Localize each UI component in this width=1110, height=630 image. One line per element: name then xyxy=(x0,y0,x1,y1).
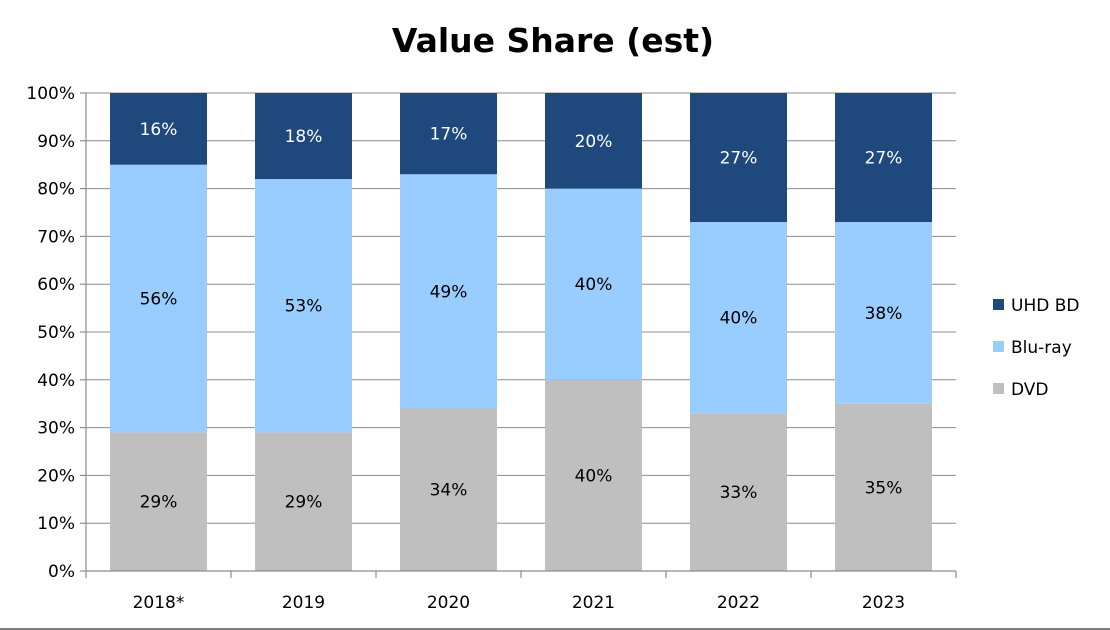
bar-blu-ray-2022 xyxy=(690,222,787,414)
y-tick-label: 10% xyxy=(37,514,75,534)
data-label-dvd: 29% xyxy=(285,493,323,513)
legend-label-blu-ray: Blu-ray xyxy=(1011,338,1072,358)
legend-label-uhd-bd: UHD BD xyxy=(1011,296,1079,316)
legend-swatch-uhd-bd xyxy=(993,299,1004,310)
x-tick-label: 2023 xyxy=(862,593,905,613)
legend-swatch-dvd xyxy=(993,383,1004,394)
y-tick-label: 90% xyxy=(37,132,75,152)
bar-uhd-bd-2022 xyxy=(690,93,787,223)
chart-title: Value Share (est) xyxy=(392,21,714,60)
data-label-blu-ray: 40% xyxy=(720,309,758,329)
y-tick-label: 100% xyxy=(26,84,75,104)
bar-blu-ray-2018 xyxy=(110,164,207,433)
legend: UHD BD Blu-ray DVD xyxy=(993,296,1079,400)
data-label-dvd: 40% xyxy=(575,466,613,486)
bars xyxy=(110,93,932,571)
x-tick-label: 2018* xyxy=(133,593,185,613)
data-label-blu-ray: 38% xyxy=(865,304,903,324)
data-label-uhd-bd: 27% xyxy=(720,149,758,169)
bar-dvd-2021 xyxy=(545,379,642,571)
y-tick-label: 60% xyxy=(37,275,75,295)
bar-dvd-2020 xyxy=(400,408,497,571)
x-tick-label: 2020 xyxy=(427,593,470,613)
bar-uhd-bd-2021 xyxy=(545,93,642,189)
data-label-dvd: 34% xyxy=(430,481,468,501)
bottom-rule xyxy=(0,628,1110,630)
x-tick-label: 2021 xyxy=(572,593,615,613)
y-tick-label: 70% xyxy=(37,227,75,247)
bar-blu-ray-2020 xyxy=(400,174,497,409)
data-label-blu-ray: 53% xyxy=(285,297,323,317)
y-tick-label: 20% xyxy=(37,466,75,486)
legend-label-dvd: DVD xyxy=(1011,380,1049,400)
bar-uhd-bd-2019 xyxy=(255,93,352,180)
data-label-uhd-bd: 18% xyxy=(285,127,323,147)
y-tick-label: 50% xyxy=(37,323,75,343)
data-label-blu-ray: 40% xyxy=(575,275,613,295)
y-tick-label: 0% xyxy=(48,562,75,582)
bar-dvd-2022 xyxy=(690,413,787,571)
y-tick-label: 40% xyxy=(37,371,75,391)
bar-uhd-bd-2023 xyxy=(835,93,932,223)
data-label-blu-ray: 49% xyxy=(430,282,468,302)
bar-blu-ray-2023 xyxy=(835,222,932,404)
axes: 0% 10% 20% 30% 40% 50% 60% 70% 80% 90% 100% 2018* 20… xyxy=(26,84,957,613)
bar-blu-ray-2021 xyxy=(545,188,642,380)
bar-dvd-2018 xyxy=(110,432,207,571)
bar-uhd-bd-2018 xyxy=(110,93,207,165)
data-label-dvd: 35% xyxy=(865,478,903,498)
gridlines xyxy=(86,92,956,524)
data-label-uhd-bd: 17% xyxy=(430,125,468,145)
bar-uhd-bd-2020 xyxy=(400,93,497,175)
bar-dvd-2019 xyxy=(255,432,352,571)
x-tick-label: 2019 xyxy=(282,593,325,613)
bar-dvd-2023 xyxy=(835,403,932,571)
data-label-dvd: 29% xyxy=(140,493,178,513)
data-label-dvd: 33% xyxy=(720,483,758,503)
y-tick-label: 30% xyxy=(37,419,75,439)
y-tick-label: 80% xyxy=(37,180,75,200)
legend-swatch-blu-ray xyxy=(993,341,1004,352)
data-label-uhd-bd: 27% xyxy=(865,149,903,169)
data-label-uhd-bd: 20% xyxy=(575,132,613,152)
data-labels: 29% 56% 16% 29% 53% 18% 34% 49% 17% 40% 40% 20% 33% 4… xyxy=(140,120,903,513)
bar-blu-ray-2019 xyxy=(255,179,352,433)
data-label-uhd-bd: 16% xyxy=(140,120,178,140)
data-label-blu-ray: 56% xyxy=(140,290,178,310)
x-tick-label: 2022 xyxy=(717,593,760,613)
